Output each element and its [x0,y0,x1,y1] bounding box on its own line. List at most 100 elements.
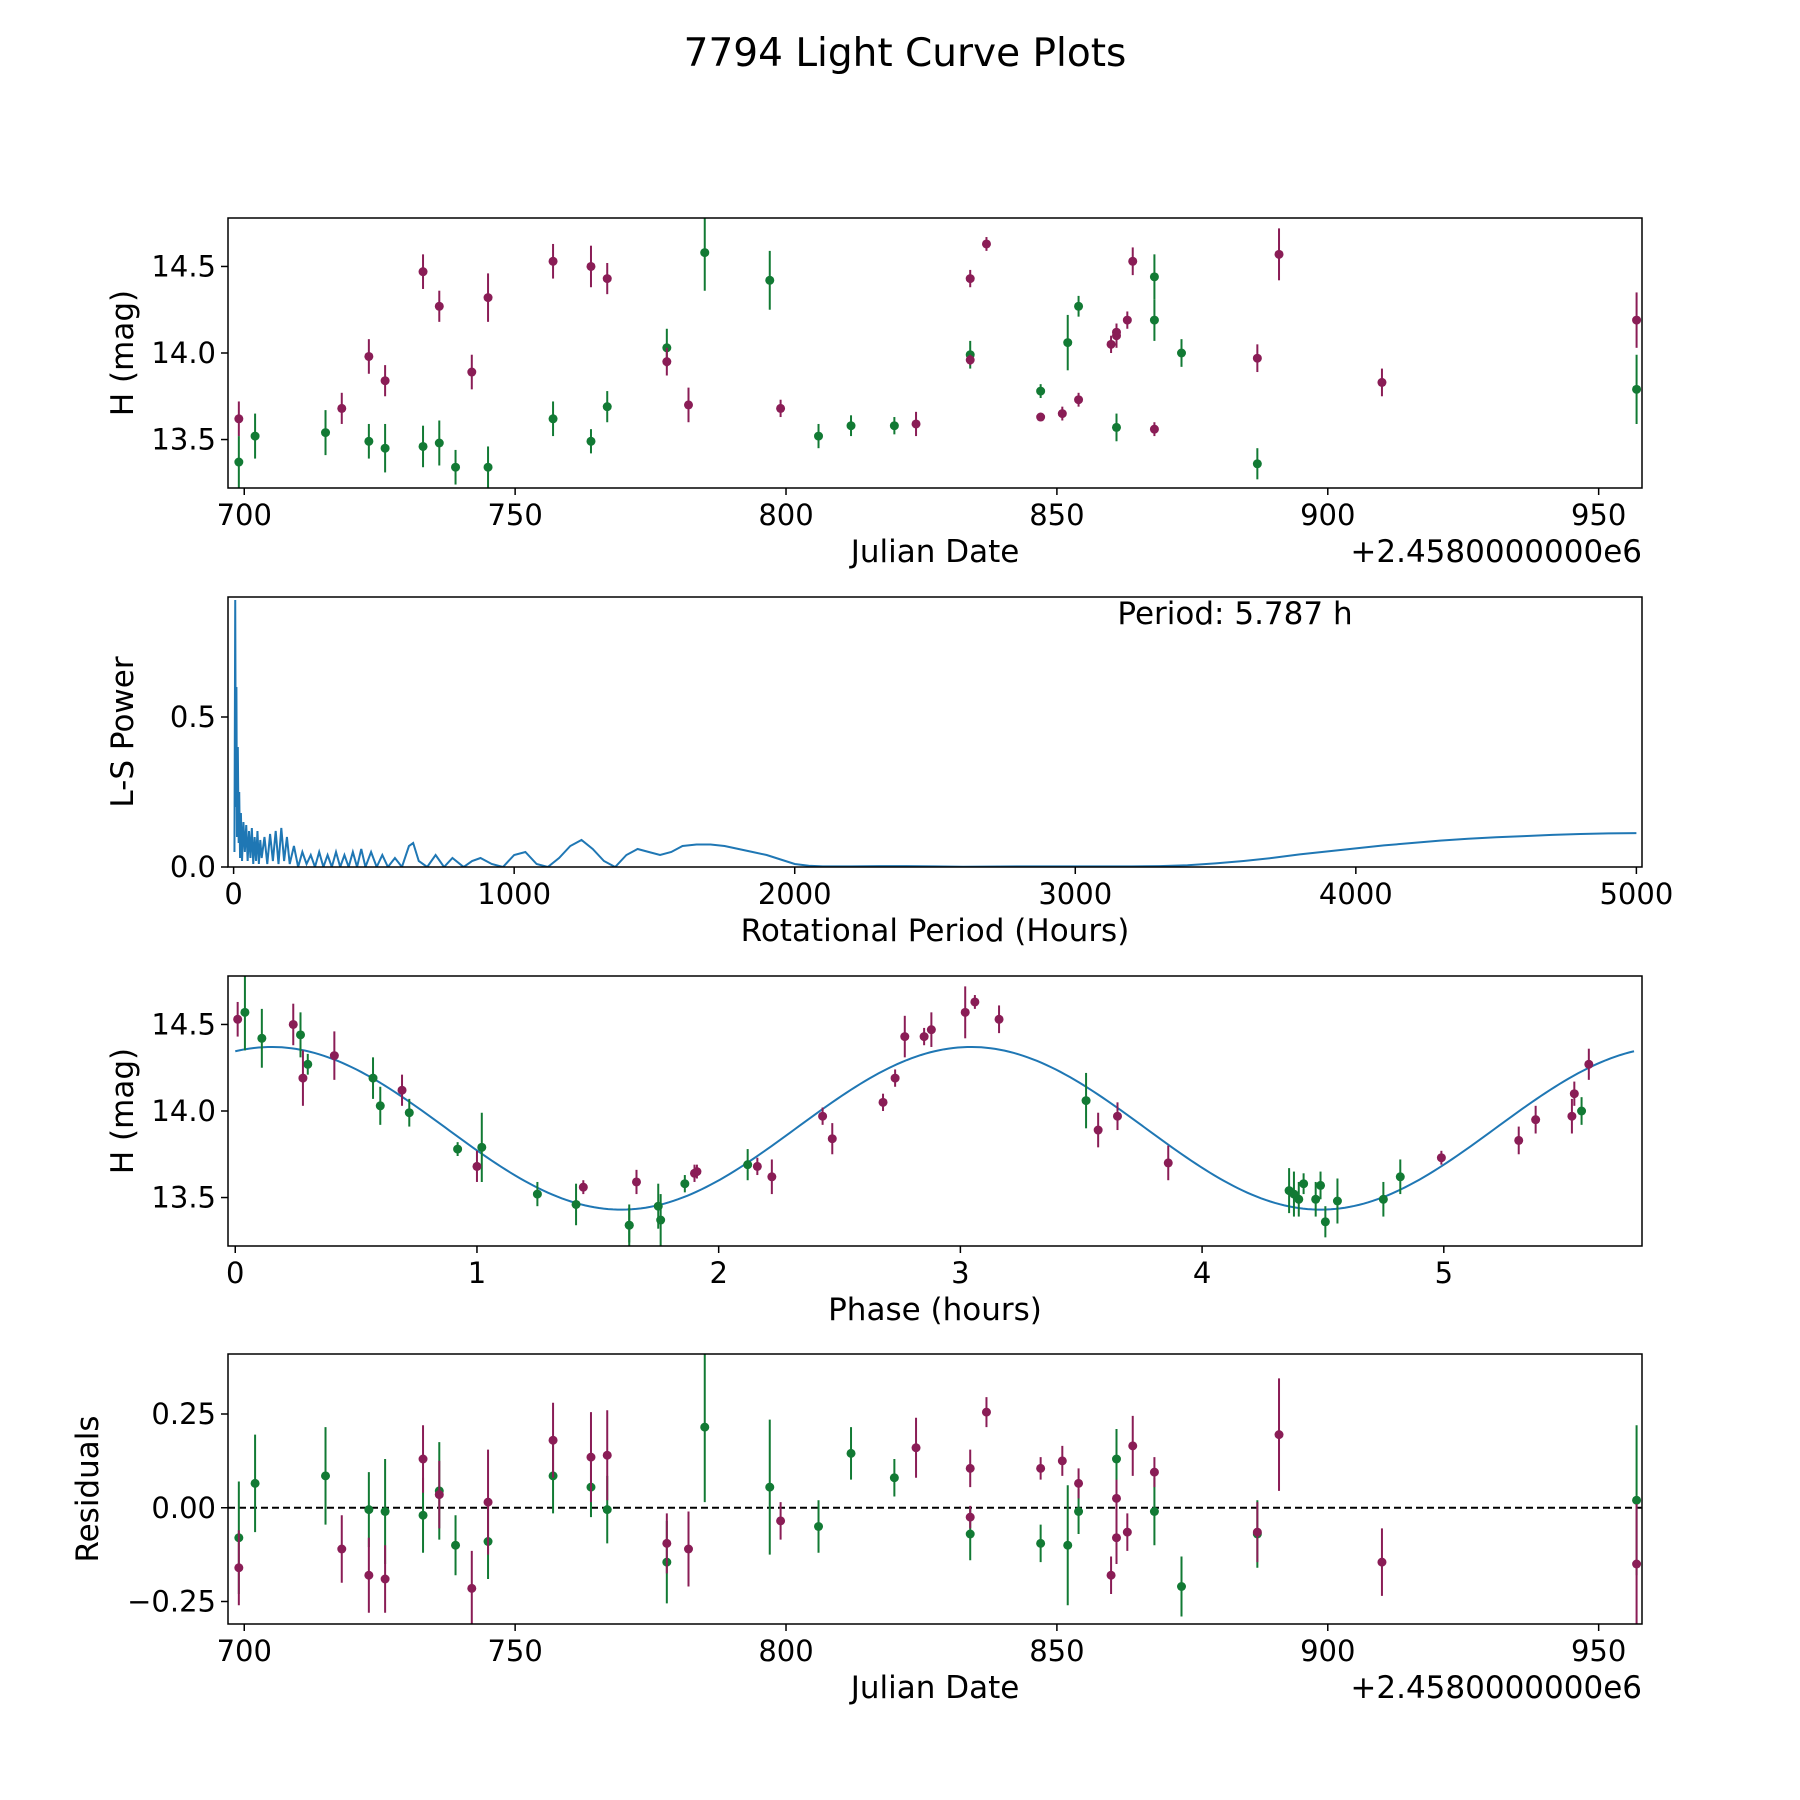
data-point [776,403,786,413]
data-point [1106,1570,1116,1580]
data-point [1036,412,1046,422]
data-point [814,431,824,441]
data-point [1320,1217,1330,1227]
data-point [700,248,710,258]
data-point [250,431,260,441]
x-tick-label: 700 [217,1634,272,1668]
data-point [233,1014,243,1024]
x-tick-label: 3000 [1038,877,1112,911]
data-point [257,1033,267,1043]
data-point [1074,1478,1084,1488]
data-point [981,1407,991,1417]
x-tick-label: 3 [951,1256,969,1290]
x-axis-label: Phase (hours) [828,1292,1042,1328]
data-point [1149,1507,1159,1516]
data-point [1294,1194,1304,1204]
y-tick-label: 14.5 [151,1007,216,1041]
data-point [878,1097,888,1107]
data-point [368,1073,378,1083]
y-tick-label: 0.25 [151,1397,216,1431]
data-point [1111,1454,1121,1464]
data-point [1163,1158,1173,1168]
data-point [981,239,991,249]
data-point [364,1505,374,1515]
data-point [1036,1538,1046,1548]
data-point [1111,327,1121,337]
x-tick-label: 850 [1029,498,1084,532]
data-point [1632,1495,1642,1505]
x-tick-label: 750 [487,498,542,532]
data-point [451,1540,461,1550]
data-point [380,1507,390,1516]
data-point [364,1570,374,1580]
period-annotation: Period: 5.787 h [1117,596,1352,632]
chart-periodogram: 0 1000 2000 3000 4000 5000 0.0 0.5 Rotational Pe… [105,596,1673,949]
y-tick-label: 0.0 [170,850,216,884]
data-point [683,400,693,410]
data-point [1395,1172,1405,1182]
data-point [911,1443,921,1453]
data-point [889,421,899,431]
data-point [765,275,775,285]
data-point [602,274,612,284]
x-offset-label: +2.4580000000e6 [1350,1670,1642,1706]
data-point [380,443,390,453]
data-point [965,1529,975,1539]
data-point [1149,315,1159,325]
data-point [234,1563,244,1573]
data-point [919,1032,929,1042]
data-point [337,403,347,413]
data-point [1074,395,1084,405]
data-point [1036,386,1046,396]
data-point [1316,1180,1326,1190]
data-point [321,428,331,438]
data-point [1036,1463,1046,1473]
data-point [890,1073,900,1083]
plot-area [234,218,1642,488]
data-point [296,1030,306,1040]
data-point [765,1482,775,1492]
figure-title: 7794 Light Curve Plots [684,31,1127,76]
data-point [631,1177,641,1187]
x-tick-label: 800 [758,498,813,532]
data-point [752,1161,762,1171]
data-point [1177,1582,1187,1591]
data-point [1093,1125,1103,1135]
data-point [380,1574,390,1584]
data-point [602,402,612,412]
x-tick-label: 2000 [758,877,832,911]
data-point [586,436,596,446]
data-point [818,1111,828,1121]
data-point [827,1134,837,1144]
data-point [767,1172,777,1182]
data-point [364,351,374,361]
data-point [467,1583,477,1593]
data-point [1569,1089,1579,1099]
x-tick-label: 1000 [477,877,551,911]
data-point [1632,315,1642,325]
series-green [234,218,1642,488]
x-tick-label: 2 [709,1256,727,1290]
data-point [321,1471,331,1481]
data-point [298,1073,308,1083]
data-point [1332,1196,1342,1206]
y-tick-label: 0.00 [151,1491,216,1525]
data-point [1122,315,1132,325]
data-point [434,1490,444,1500]
data-point [889,1473,899,1483]
data-point [337,1544,347,1554]
data-point [329,1051,339,1061]
x-tick-label: 0 [224,877,242,911]
data-point [364,436,374,446]
data-point [846,1448,856,1458]
data-point [1252,1527,1262,1537]
series-magenta [234,228,1642,437]
data-point [1063,1540,1073,1550]
data-point [1074,1507,1084,1516]
data-point [1252,459,1262,469]
data-point [900,1032,910,1042]
data-point [483,1497,493,1507]
data-point [1177,348,1187,358]
data-point [451,462,461,472]
